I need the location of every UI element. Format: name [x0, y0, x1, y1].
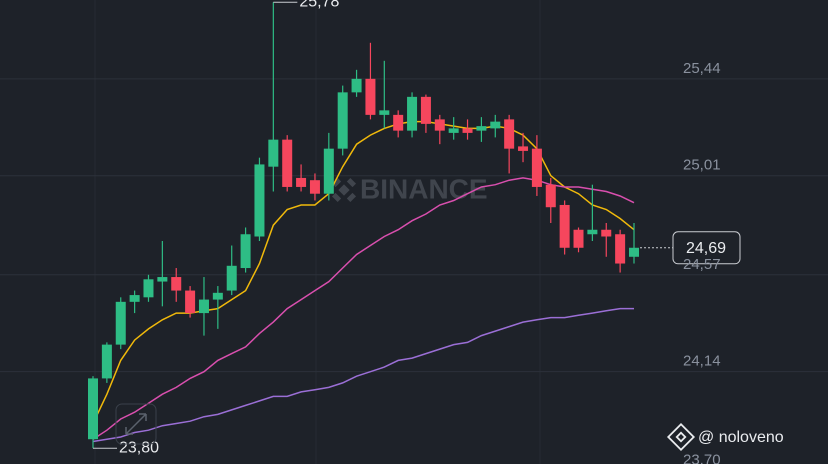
candle-body	[601, 229, 612, 237]
candle-body	[282, 139, 293, 187]
candle-body	[171, 277, 182, 291]
candle-body	[573, 229, 584, 248]
y-tick-label: 24,57	[683, 256, 721, 273]
low-label: 23,80	[119, 439, 159, 456]
candle-body	[240, 234, 251, 269]
candle-body	[323, 148, 334, 194]
candle-body	[268, 139, 279, 167]
candle-body	[448, 128, 459, 133]
y-tick-label: 24,14	[683, 353, 721, 370]
candle-body	[296, 177, 307, 187]
plot: 25,78 23,80 24,69	[88, 0, 741, 456]
moving-average-line	[92, 177, 635, 440]
candle-body	[101, 344, 112, 379]
candle-body	[615, 234, 626, 264]
y-tick-label: 25,44	[683, 60, 721, 77]
last-price-label: 24,69	[686, 240, 726, 257]
candle-body	[629, 247, 639, 257]
candle-body	[309, 180, 320, 194]
candle-body	[351, 78, 362, 93]
expand-icon	[125, 413, 147, 435]
y-tick-label: 25,01	[683, 157, 721, 174]
candle-body	[504, 119, 515, 149]
moving-average-line	[92, 120, 635, 424]
credit-logo	[666, 422, 696, 452]
candle-body	[337, 92, 348, 149]
candle-body	[88, 378, 98, 440]
candle-body	[365, 78, 376, 115]
candle-body	[587, 229, 598, 235]
candle-body	[531, 148, 542, 187]
watermark-text: BINANCE	[360, 173, 488, 204]
candle-body	[198, 299, 209, 314]
candle-body	[407, 96, 418, 131]
candle-body	[157, 277, 168, 282]
moving-average-line	[92, 307, 634, 443]
candle-body	[420, 96, 431, 124]
candle-body	[115, 301, 126, 345]
candle-body	[434, 119, 445, 131]
candle-body	[559, 204, 570, 248]
candle-body	[143, 279, 154, 298]
candle-body	[226, 265, 237, 291]
y-tick-label: 23,70	[683, 452, 721, 464]
high-label: 25,78	[299, 0, 339, 10]
grid	[0, 78, 828, 373]
candle-body	[490, 121, 501, 129]
candle-body	[518, 146, 529, 151]
candle-body	[129, 295, 140, 302]
expand-button[interactable]	[115, 403, 157, 445]
candle-body	[379, 110, 390, 115]
candle-body	[185, 290, 196, 314]
candle-body	[393, 114, 404, 131]
candle-body	[254, 164, 265, 237]
candle-body	[476, 126, 487, 131]
last-price-box	[672, 231, 741, 265]
candle-body	[462, 128, 473, 133]
candle-body	[545, 184, 556, 208]
credit: @ noloveno	[698, 429, 784, 446]
candle-body	[212, 292, 223, 300]
